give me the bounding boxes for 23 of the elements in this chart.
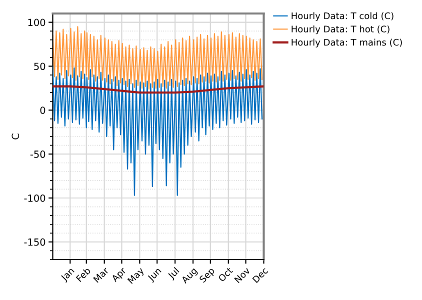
- y-tick-label: 0: [40, 106, 46, 114]
- x-tick-label: Aug: [180, 267, 199, 286]
- x-tick-label: Feb: [76, 266, 91, 282]
- line-series: [52, 66, 263, 196]
- y-axis-title: C: [12, 134, 20, 140]
- x-tick-label: Nov: [234, 266, 251, 284]
- legend-label: Hourly Data: T cold (C): [292, 12, 394, 21]
- x-tick-label: Apr: [110, 266, 128, 284]
- x-tick-label: Dec: [252, 267, 268, 284]
- x-tick-label: Jul: [167, 267, 181, 281]
- x-tick-label: Sep: [198, 266, 216, 284]
- y-tick-label: -150: [24, 238, 46, 246]
- y-tick-label: -50: [30, 150, 46, 158]
- x-tick-label: Jan: [60, 267, 76, 283]
- x-tick-label: Jun: [146, 267, 163, 283]
- line-series: [52, 85, 264, 94]
- line-series: [52, 26, 263, 90]
- x-tick-label: Oct: [218, 266, 234, 282]
- y-tick-label: -100: [24, 194, 46, 202]
- y-tick-label: 100: [28, 18, 46, 26]
- y-tick-label: 50: [34, 62, 46, 70]
- legend-label: Hourly Data: T hot (C): [292, 25, 390, 34]
- legend-label: Hourly Data: T mains (C): [292, 38, 402, 48]
